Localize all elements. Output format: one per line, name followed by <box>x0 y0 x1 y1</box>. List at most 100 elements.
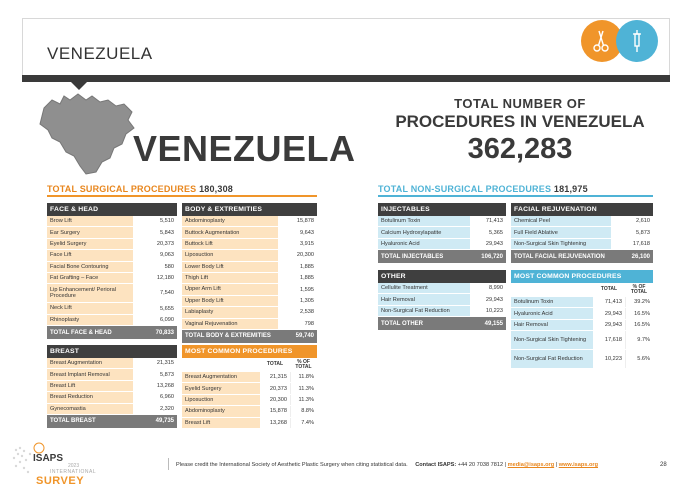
row-label: Botulinum Toxin <box>378 216 470 227</box>
row-value: 5,873 <box>143 369 177 380</box>
row-value: 9,643 <box>283 227 317 238</box>
table-row: Rhinoplasty 6,090 <box>47 314 177 327</box>
row-label: Calcium Hydroxylapatite <box>378 227 470 238</box>
row-value: 15,878 <box>283 216 317 227</box>
injectables-total-label: TOTAL INJECTABLES <box>381 253 444 260</box>
table-row: Neck Lift 5,655 <box>47 303 177 315</box>
row-value: 29,943 <box>593 319 625 331</box>
face-head-header: FACE & HEAD <box>47 203 177 216</box>
other-table: OTHER Cellulite Treatment 8,990 Hair Remov… <box>378 270 506 331</box>
facial-table: FACIAL REJUVENATION Chemical Peel 2,610 Fu… <box>511 203 653 264</box>
website-link[interactable]: www.isaps.org <box>558 462 598 468</box>
nonsurgical-common-subheader: TOTAL % OF TOTAL <box>511 283 653 297</box>
row-value: 20,300 <box>260 394 290 406</box>
row-value: 13,268 <box>143 380 177 392</box>
row-value: 20,300 <box>283 250 317 261</box>
facial-total-value: 26,100 <box>631 253 650 260</box>
body-total-row: TOTAL BODY & EXTREMITIES 59,740 <box>182 329 317 343</box>
table-row: Full Field Ablative 5,873 <box>511 227 653 239</box>
svg-text:SURVEY: SURVEY <box>36 475 84 486</box>
row-label: Lower Body Lift <box>182 261 278 272</box>
row-label: Upper Arm Lift <box>182 284 278 295</box>
row-value: 5,843 <box>143 227 177 238</box>
body-header: BODY & EXTREMITIES <box>182 203 317 216</box>
surgical-common-subheader: TOTAL % OF TOTAL <box>182 358 317 372</box>
table-row: Abdominoplasty 15,878 <box>182 216 317 228</box>
row-label: Breast Augmentation <box>47 358 133 369</box>
total-procedures-box: TOTAL NUMBER OF PROCEDURES IN VENEZUELA … <box>368 96 672 166</box>
table-row: Fat Grafting – Face 12,180 <box>47 272 177 285</box>
nonsurgical-divider <box>378 195 653 197</box>
face-head-total-row: TOTAL FACE & HEAD 70,833 <box>47 326 177 340</box>
row-value: 12,180 <box>143 272 177 284</box>
row-percent: 7.4% <box>290 417 317 428</box>
other-total-label: TOTAL OTHER <box>381 320 423 327</box>
contact-email-link[interactable]: media@isaps.org <box>507 462 555 468</box>
row-value: 1,885 <box>283 272 317 284</box>
injectables-header: INJECTABLES <box>378 203 506 216</box>
row-value: 29,943 <box>474 294 506 305</box>
face-head-total-value: 70,833 <box>155 329 174 336</box>
table-row: Breast Implant Removal 5,873 <box>47 369 177 381</box>
table-row: Face Lift 9,063 <box>47 250 177 262</box>
row-label: Breast Lift <box>182 417 260 428</box>
table-row: Buttock Augmentation 9,643 <box>182 227 317 239</box>
facial-rows: Chemical Peel 2,610 Full Field Ablative 5,8… <box>511 216 653 251</box>
table-row: Non-Surgical Skin Tightening 17,618 <box>511 238 653 251</box>
row-value: 17,618 <box>593 331 625 350</box>
row-label: Non-Surgical Skin Tightening <box>511 238 611 250</box>
row-percent: 8.8% <box>290 406 317 417</box>
isaps-survey-logo: ISAPS 2023 INTERNATIONAL SURVEY <box>12 442 96 486</box>
breast-table: BREAST Breast Augmentation 21,315 Breast I… <box>47 345 177 428</box>
row-label: Neck Lift <box>47 303 133 314</box>
total-line2: PROCEDURES IN VENEZUELA <box>395 112 645 131</box>
header-notch <box>70 81 88 90</box>
row-label: Hyaluronic Acid <box>378 238 470 250</box>
facial-total-label: TOTAL FACIAL REJUVENATION <box>514 253 605 260</box>
table-row: Brow Lift 5,510 <box>47 216 177 228</box>
row-value: 1,305 <box>283 295 317 307</box>
table-row: Breast Lift 13,268 7.4% <box>182 417 317 429</box>
table-row: Buttock Lift 3,915 <box>182 238 317 251</box>
body-rows: Abdominoplasty 15,878 Buttock Augmentation… <box>182 216 317 330</box>
table-row: Hyaluronic Acid 29,943 <box>378 238 506 251</box>
row-label: Face Lift <box>47 250 133 261</box>
row-label: Abdominoplasty <box>182 406 260 417</box>
row-label: Brow Lift <box>47 216 133 227</box>
table-row: Breast Augmentation 21,315 <box>47 358 177 370</box>
row-percent: 11.3% <box>290 394 317 406</box>
credit-text: Please credit the International Society … <box>176 462 408 468</box>
row-label: Cellulite Treatment <box>378 283 470 294</box>
table-row: Upper Body Lift 1,305 <box>182 295 317 308</box>
row-label: Liposuction <box>182 394 260 406</box>
row-value: 3,915 <box>283 238 317 250</box>
row-value: 21,315 <box>260 372 290 383</box>
svg-text:2023: 2023 <box>68 463 79 469</box>
nonsurgical-common-header: MOST COMMON PROCEDURES <box>511 270 653 283</box>
row-value: 71,413 <box>593 297 625 308</box>
row-value: 21,315 <box>143 358 177 369</box>
row-value: 580 <box>143 261 177 272</box>
contact-label: Contact ISAPS: <box>415 462 457 468</box>
contact-separator: | <box>555 462 558 468</box>
row-value: 1,885 <box>283 261 317 272</box>
surgical-total: 180,308 <box>199 184 233 194</box>
table-row: Botulinum Toxin 71,413 39.2% <box>511 297 653 309</box>
svg-text:ISAPS: ISAPS <box>33 453 63 464</box>
surgical-divider <box>47 195 317 197</box>
nonsurgical-common-col-pct: % OF TOTAL <box>630 283 648 295</box>
row-label: Breast Lift <box>47 380 133 392</box>
breast-rows: Breast Augmentation 21,315 Breast Implant … <box>47 358 177 415</box>
page-title: VENEZUELA <box>47 44 153 63</box>
row-value: 71,413 <box>474 216 506 227</box>
row-label: Facial Bone Contouring <box>47 261 133 272</box>
syringe-icon <box>616 20 658 62</box>
body-table: BODY & EXTREMITIES Abdominoplasty 15,878 B… <box>182 203 317 343</box>
table-row: Cellulite Treatment 8,990 <box>378 283 506 295</box>
breast-header: BREAST <box>47 345 177 358</box>
footer-credit: Please credit the International Society … <box>176 462 598 468</box>
surgical-common-header: MOST COMMON PROCEDURES <box>182 345 317 358</box>
row-label: Hair Removal <box>378 294 470 305</box>
row-label: Non-Surgical Fat Reduction <box>511 350 593 369</box>
row-value: 5,655 <box>143 303 177 314</box>
